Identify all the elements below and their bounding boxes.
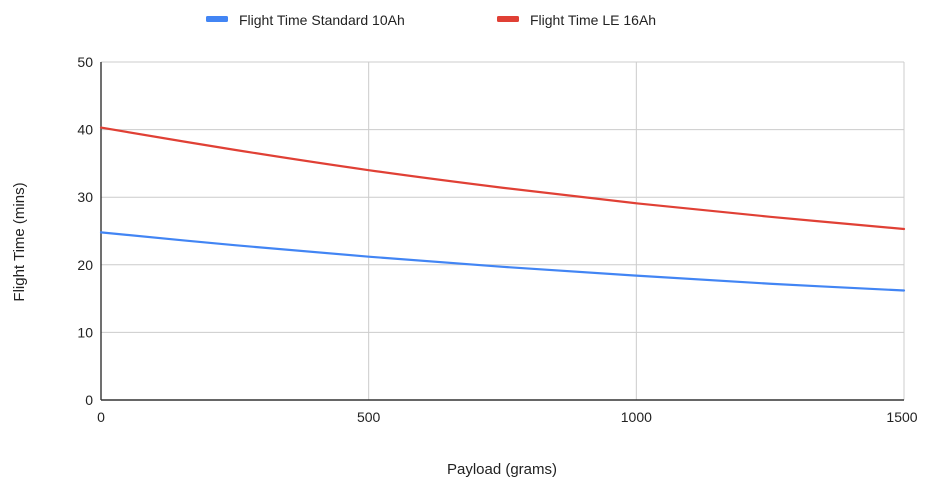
x-tick-label: 1000 — [621, 409, 652, 425]
legend-item-le-16ah: Flight Time LE 16Ah — [497, 12, 656, 28]
x-tick-label: 1500 — [886, 409, 917, 425]
grid-layer — [101, 61, 905, 400]
legend-label: Flight Time Standard 10Ah — [239, 12, 405, 28]
y-axis-title: Flight Time (mins) — [11, 182, 28, 301]
y-tick-label: 10 — [77, 324, 93, 340]
legend-swatch — [497, 16, 519, 22]
x-axis-title: Payload (grams) — [447, 461, 557, 478]
series-line-standard-10ah — [99, 231, 906, 292]
legend: Flight Time Standard 10Ah Flight Time LE … — [206, 12, 656, 28]
series-line-le-16ah — [99, 126, 906, 231]
x-tick-label: 0 — [97, 409, 105, 425]
legend-item-standard-10ah: Flight Time Standard 10Ah — [206, 12, 405, 28]
y-tick-label: 50 — [77, 54, 93, 70]
series-layer — [99, 126, 906, 292]
y-tick-label: 0 — [85, 392, 93, 408]
x-tick-label: 500 — [357, 409, 381, 425]
y-tick-label: 20 — [77, 257, 93, 273]
legend-swatch — [206, 16, 228, 22]
legend-label: Flight Time LE 16Ah — [530, 12, 656, 28]
y-tick-label: 40 — [77, 122, 93, 138]
y-tick-label: 30 — [77, 189, 93, 205]
